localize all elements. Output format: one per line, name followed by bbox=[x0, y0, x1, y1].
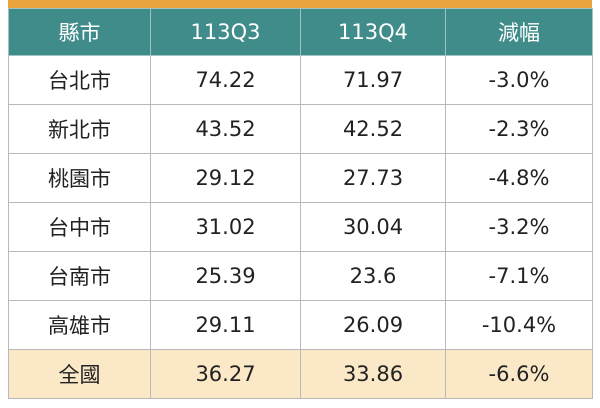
header-cell: 113Q3 bbox=[150, 8, 301, 56]
header-row: 縣市 113Q3 113Q4 減幅 bbox=[8, 8, 593, 56]
table-cell: -3.0% bbox=[445, 55, 593, 105]
table-cell: 29.11 bbox=[150, 300, 301, 350]
table-body: 台北市 74.22 71.97 -3.0% 新北市 43.52 42.52 -2.3% 桃園市 2… bbox=[8, 55, 593, 399]
header-cell: 113Q4 bbox=[300, 8, 446, 56]
table-cell: 42.52 bbox=[300, 104, 446, 154]
table-row: 台南市 25.39 23.6 -7.1% bbox=[8, 251, 593, 301]
table-cell: 台中市 bbox=[8, 202, 151, 252]
header-cell: 縣市 bbox=[8, 8, 151, 56]
table-row: 台中市 31.02 30.04 -3.2% bbox=[8, 202, 593, 252]
table-cell: 43.52 bbox=[150, 104, 301, 154]
table-cell: 31.02 bbox=[150, 202, 301, 252]
table-cell: 25.39 bbox=[150, 251, 301, 301]
table-cell: 新北市 bbox=[8, 104, 151, 154]
table-cell: 23.6 bbox=[300, 251, 446, 301]
table-cell: 桃園市 bbox=[8, 153, 151, 203]
table-cell: -6.6% bbox=[445, 349, 593, 399]
table-row: 高雄市 29.11 26.09 -10.4% bbox=[8, 300, 593, 350]
header-cell: 減幅 bbox=[445, 8, 593, 56]
table-cell: -2.3% bbox=[445, 104, 593, 154]
table-cell: 全國 bbox=[8, 349, 151, 399]
table-cell: 27.73 bbox=[300, 153, 446, 203]
table-cell: 高雄市 bbox=[8, 300, 151, 350]
table-cell: 30.04 bbox=[300, 202, 446, 252]
table-cell: 29.12 bbox=[150, 153, 301, 203]
table-cell: 台南市 bbox=[8, 251, 151, 301]
data-table: 縣市 113Q3 113Q4 減幅 台北市 74.22 71.97 -3.0% 新北市 43.5… bbox=[8, 8, 593, 399]
table-cell: -7.1% bbox=[445, 251, 593, 301]
table-cell: 33.86 bbox=[300, 349, 446, 399]
accent-strip bbox=[8, 0, 592, 8]
table-cell: -3.2% bbox=[445, 202, 593, 252]
table-cell: 台北市 bbox=[8, 55, 151, 105]
table-row: 台北市 74.22 71.97 -3.0% bbox=[8, 55, 593, 105]
table-row: 全國 36.27 33.86 -6.6% bbox=[8, 349, 593, 399]
table-row: 新北市 43.52 42.52 -2.3% bbox=[8, 104, 593, 154]
table-cell: 36.27 bbox=[150, 349, 301, 399]
table-cell: -10.4% bbox=[445, 300, 593, 350]
table-cell: 71.97 bbox=[300, 55, 446, 105]
table-cell: 74.22 bbox=[150, 55, 301, 105]
table-row: 桃園市 29.12 27.73 -4.8% bbox=[8, 153, 593, 203]
table-cell: 26.09 bbox=[300, 300, 446, 350]
table-cell: -4.8% bbox=[445, 153, 593, 203]
